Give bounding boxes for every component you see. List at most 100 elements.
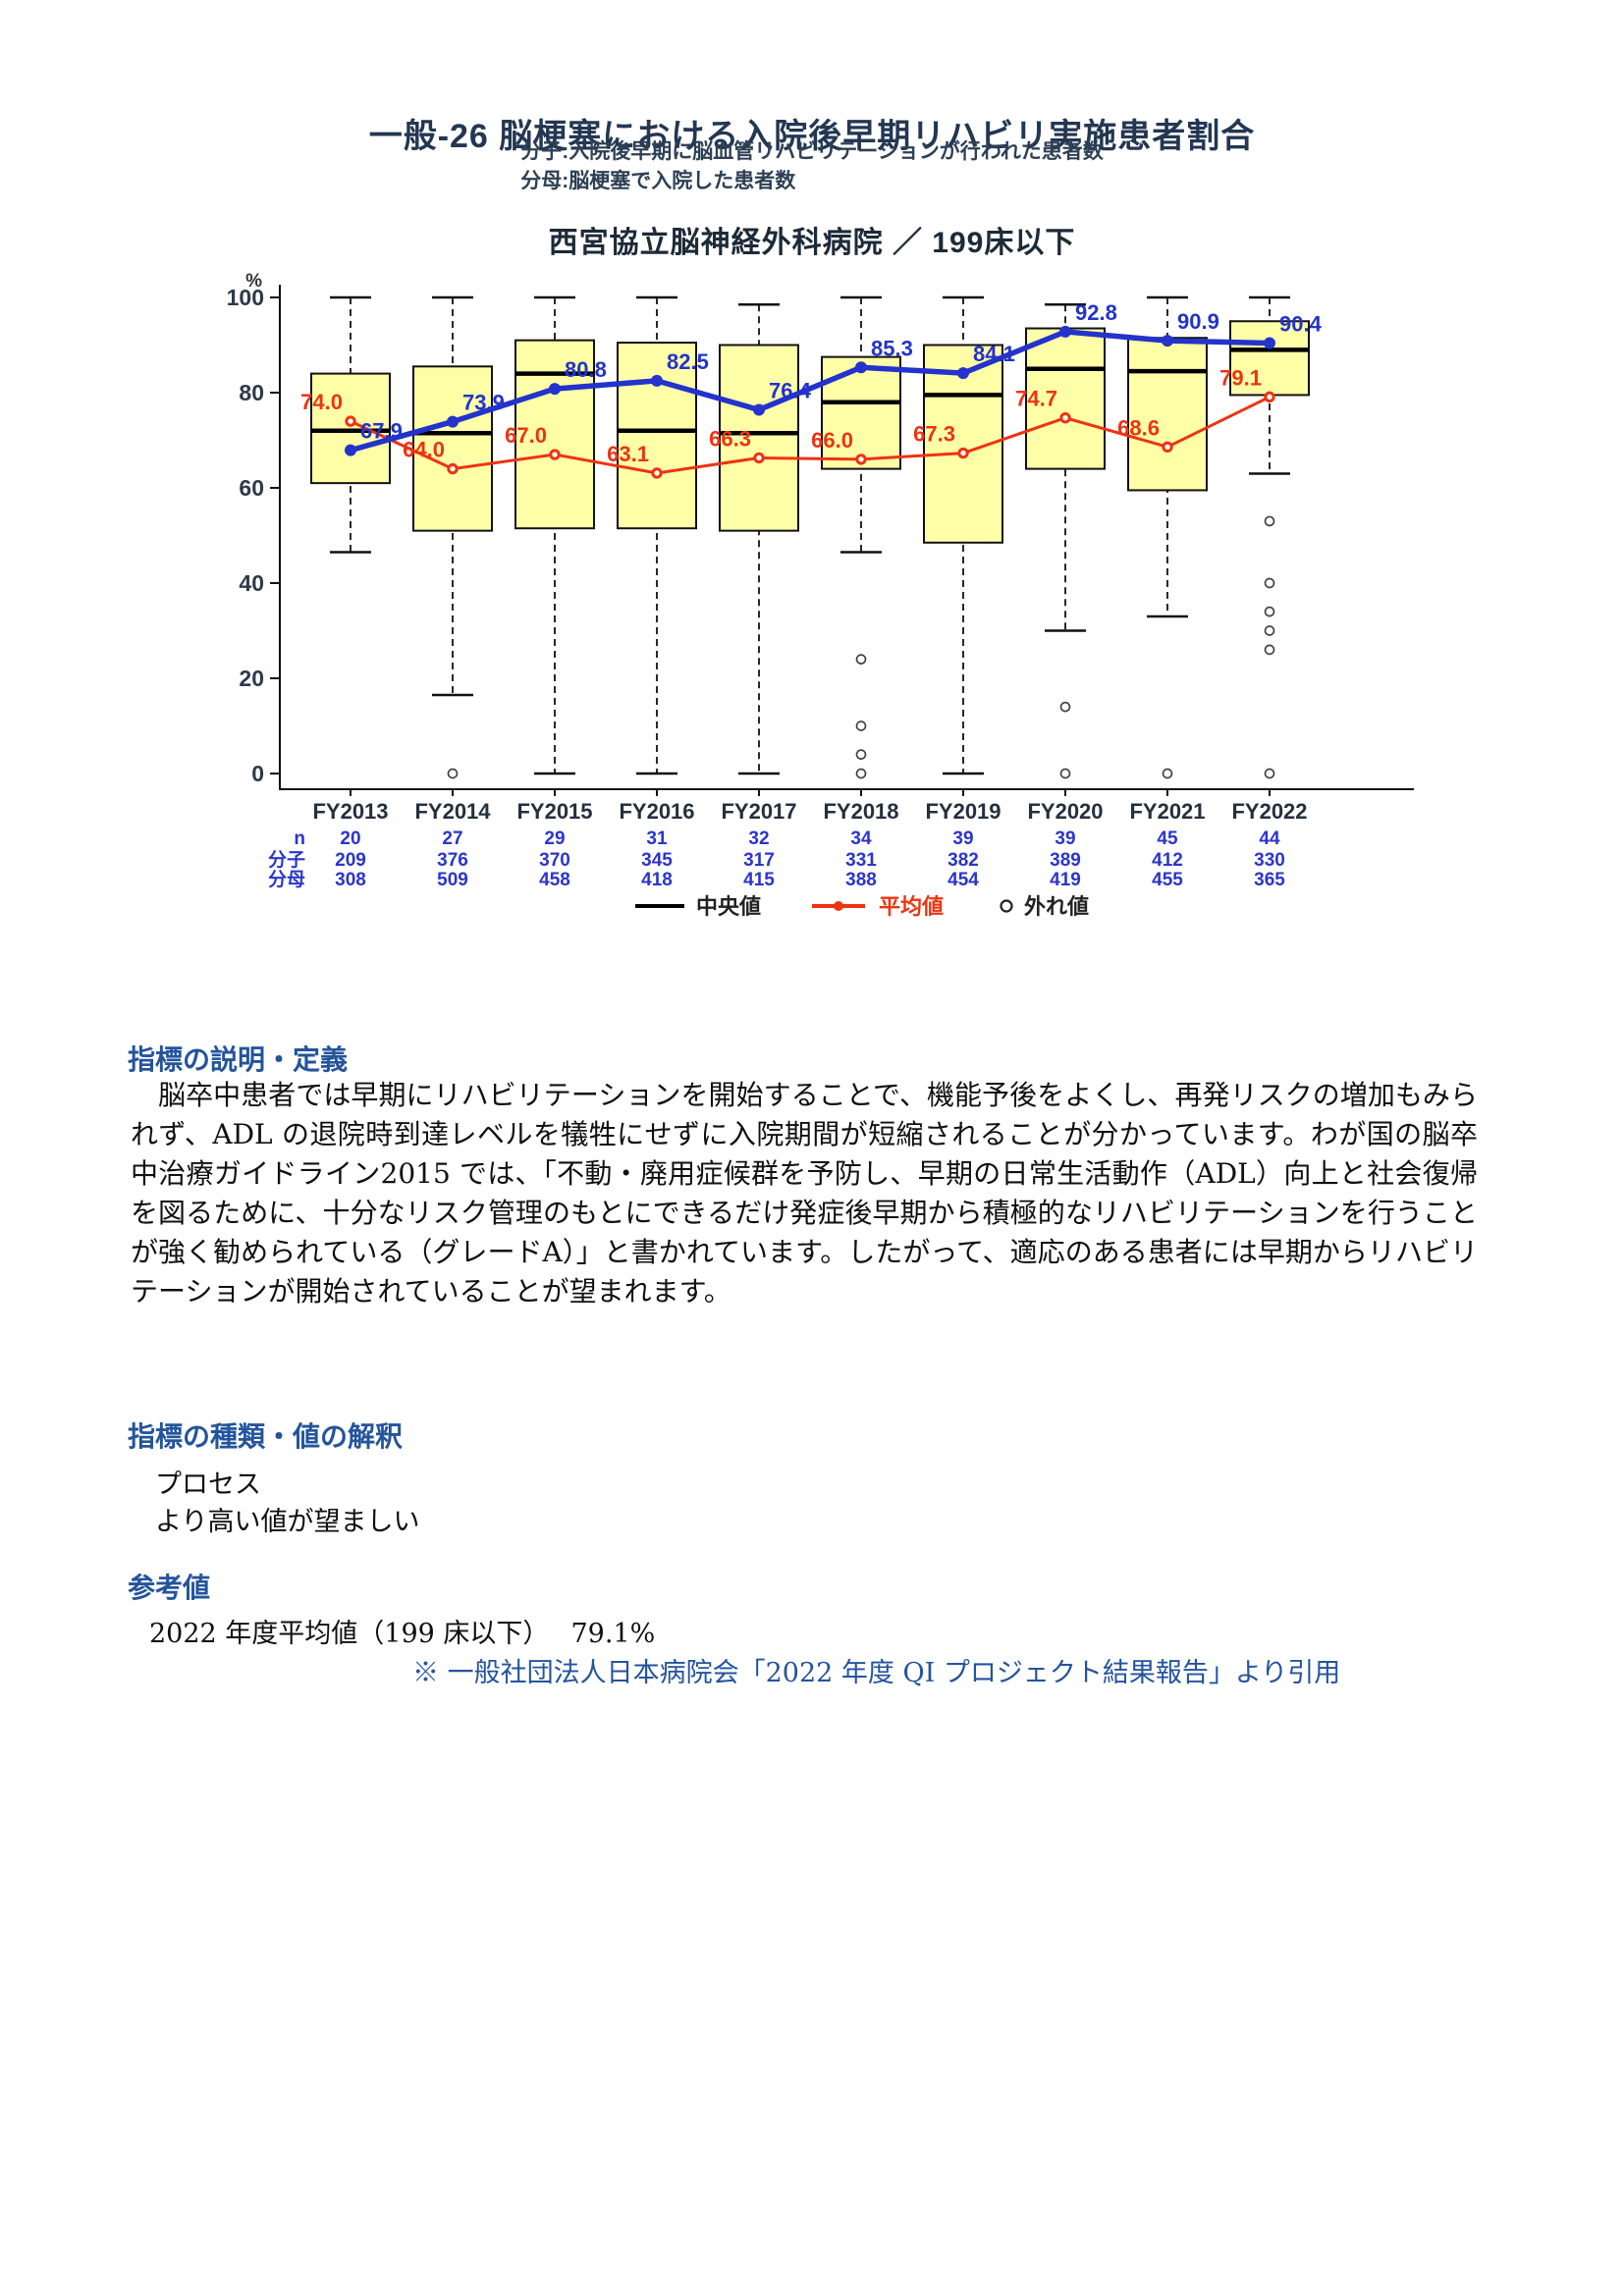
outlier-point — [1162, 768, 1173, 779]
outlier-point — [1264, 644, 1275, 656]
hospital-value-point — [549, 383, 561, 396]
box-FY2021 — [1127, 295, 1208, 779]
legend-label-median: 中央値 — [696, 894, 761, 919]
count-value: 509 — [437, 870, 468, 890]
y-tick-label: 0 — [251, 761, 264, 786]
x-tick-label: FY2021 — [1129, 799, 1205, 824]
hospital-value-label: 67.9 — [360, 419, 403, 444]
hospital-value-point — [1162, 335, 1173, 347]
average-label: 68.6 — [1117, 415, 1160, 440]
count-value: 45 — [1157, 828, 1178, 849]
hospital-value-label: 82.5 — [667, 349, 709, 374]
x-tick-label: FY2014 — [414, 799, 491, 824]
numerator-definition: 分子:入院後早期に脳血管リハビリテーションが行われた患者数 — [520, 140, 1104, 163]
hospital-value-point — [957, 367, 969, 380]
count-value: 370 — [539, 850, 570, 871]
count-value: 389 — [1050, 850, 1081, 871]
hospital-value-label: 90.9 — [1177, 309, 1219, 334]
count-value: 39 — [952, 828, 973, 849]
count-value: 34 — [850, 828, 872, 849]
count-value: 20 — [340, 828, 360, 849]
count-value: 345 — [641, 850, 673, 871]
indicator-formula: 分子:入院後早期に脳血管リハビリテーションが行われた患者数 分母:脳梗塞で入院し… — [0, 137, 1624, 196]
hospital-value-label: 92.8 — [1075, 300, 1117, 325]
definition-body: 脳卒中患者では早期にリハビリテーションを開始することで、機能予後をよくし、再発リ… — [131, 1079, 1478, 1308]
count-value: 382 — [947, 850, 979, 871]
x-tick-label: FY2017 — [721, 799, 796, 824]
outlier-point — [855, 654, 867, 665]
hospital-value-series: 67.9 73.9 80.8 82.5 76.4 85.3 84.1 92.8 90.9 90.4 — [345, 300, 1323, 456]
hospital-value-label: 84.1 — [973, 342, 1015, 366]
average-point — [1264, 391, 1275, 403]
box-FY2014 — [412, 295, 493, 779]
count-value: 308 — [335, 870, 366, 890]
hospital-value-label: 76.4 — [769, 378, 812, 402]
outlier-point — [1264, 515, 1275, 527]
outlier-point — [1264, 577, 1275, 589]
average-point — [855, 454, 867, 465]
average-point — [549, 449, 561, 460]
count-value: 209 — [335, 850, 366, 871]
outlier-point — [1264, 768, 1275, 779]
average-point — [651, 467, 663, 479]
count-value: 31 — [646, 828, 668, 849]
chart-title: 西宮協立脳神経外科病院 ／ 199床以下 — [548, 227, 1076, 259]
average-point — [753, 452, 765, 464]
outlier-point — [1264, 606, 1275, 617]
section-heading-interpretation: 指標の種類・値の解釈 — [128, 1420, 404, 1453]
section-heading-definition: 指標の説明・定義 — [128, 1043, 349, 1076]
count-value: 331 — [845, 850, 877, 871]
citation-note: ※ 一般社団法人日本病院会「2022 年度 QI プロジェクト結果報告」より引用 — [412, 1658, 1341, 1688]
count-value: 330 — [1254, 850, 1285, 871]
count-row-label: n — [294, 828, 305, 849]
y-tick-label: 80 — [239, 380, 264, 405]
outlier-point — [1264, 625, 1275, 636]
count-value: 376 — [437, 850, 468, 871]
hospital-value-point — [1059, 325, 1071, 338]
x-tick-label: FY2019 — [925, 799, 1001, 824]
average-point — [1162, 441, 1173, 453]
average-point — [1059, 412, 1071, 424]
outlier-point — [1059, 701, 1071, 713]
average-label: 67.0 — [505, 423, 547, 448]
box-FY2018 — [821, 295, 901, 779]
box-FY2022 — [1229, 295, 1310, 779]
hospital-value-point — [855, 361, 867, 374]
count-value: 365 — [1254, 870, 1285, 890]
count-value: 39 — [1055, 828, 1075, 849]
boxplot-chart: % 0 20 40 60 80 100 FY2013 FY2014 FY2015 FY2016 FY2… — [227, 271, 1414, 919]
denominator-definition: 分母:脳梗塞で入院した患者数 — [520, 170, 796, 192]
hospital-value-point — [447, 415, 459, 428]
average-label: 64.0 — [403, 438, 445, 462]
count-value: 455 — [1152, 870, 1183, 890]
hospital-value-label: 85.3 — [871, 336, 913, 360]
count-value: 388 — [845, 870, 877, 890]
count-value: 29 — [544, 828, 565, 849]
y-axis-unit: % — [245, 271, 262, 292]
outlier-point — [855, 768, 867, 779]
box-FY2015 — [514, 295, 595, 775]
average-label: 79.1 — [1219, 365, 1262, 390]
average-line-series: 74.0 64.0 67.0 63.1 66.3 66.0 67.3 74.7 68.6 79.1 — [300, 365, 1275, 479]
x-tick-label: FY2015 — [516, 799, 592, 824]
count-row-label: 分母 — [268, 869, 305, 890]
average-point — [957, 447, 969, 459]
page-title: 一般-26 脳梗塞における入院後早期リハビリ実施患者割合 — [368, 117, 1256, 155]
count-row-label: 分子 — [268, 849, 305, 871]
hospital-value-label: 73.9 — [462, 391, 505, 415]
average-label: 66.3 — [709, 426, 751, 451]
box-FY2020 — [1025, 303, 1106, 779]
hospital-value-point — [345, 444, 356, 456]
count-value: 415 — [743, 870, 775, 890]
iqr-box — [719, 344, 799, 532]
average-line — [350, 396, 1271, 475]
section-heading-reference: 参考値 — [128, 1572, 211, 1604]
chart-area: % 0 20 40 60 80 100 FY2013 FY2014 FY2015 FY2016 FY2… — [203, 263, 1421, 921]
legend-average-dot — [834, 901, 843, 911]
hospital-value-point — [753, 403, 765, 416]
count-value: 44 — [1259, 828, 1280, 849]
count-value: 419 — [1050, 870, 1081, 890]
y-tick-label: 100 — [227, 285, 264, 310]
indicator-direction: より高い値が望ましい — [155, 1507, 420, 1537]
